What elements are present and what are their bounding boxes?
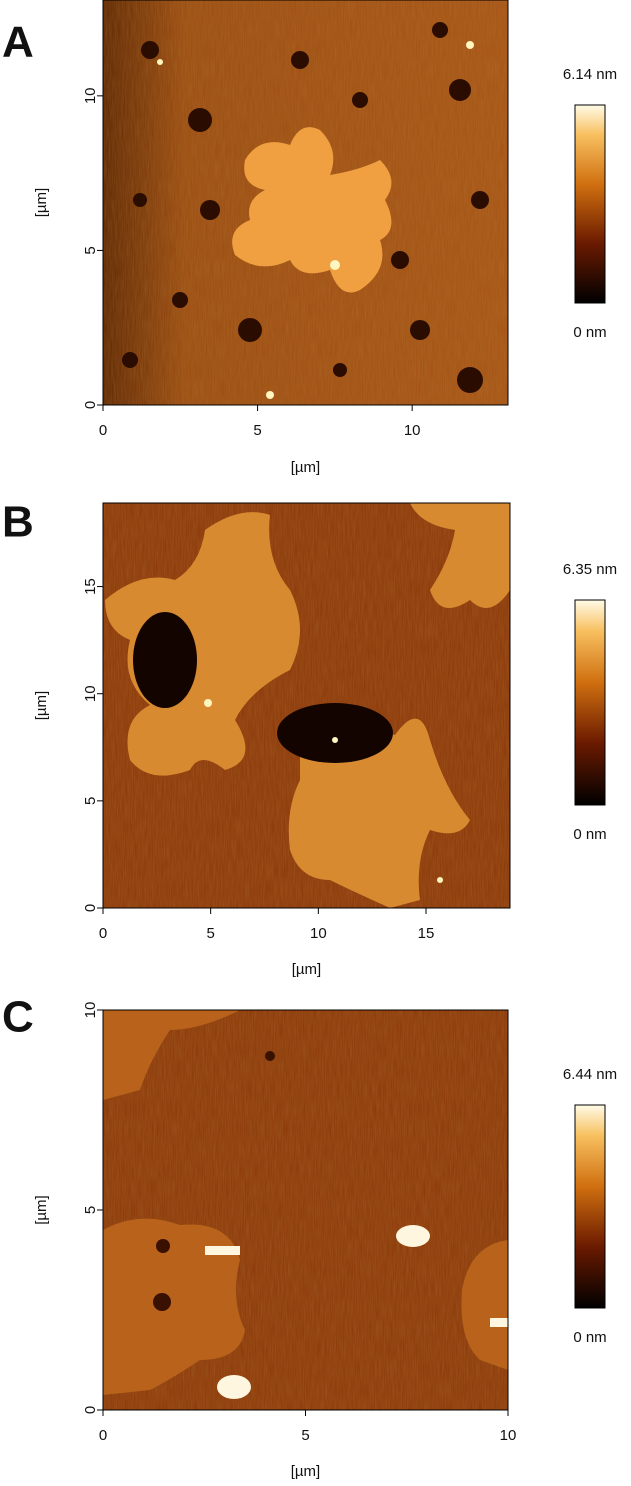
plot-frame bbox=[102, 0, 509, 406]
x-tick-label: 5 bbox=[253, 422, 261, 439]
y-tick-label: 0 bbox=[82, 904, 99, 912]
panel-label: C bbox=[2, 993, 34, 1042]
colorbar-min-label: 0 nm bbox=[573, 324, 606, 341]
colorbar bbox=[574, 104, 606, 304]
x-axis-label: [µm] bbox=[291, 459, 320, 476]
plot-frame bbox=[102, 502, 511, 909]
colorbar-max-label: 6.44 nm bbox=[563, 1066, 617, 1083]
afm-image bbox=[103, 1010, 508, 1410]
y-axis-label: [µm] bbox=[33, 1195, 50, 1224]
x-axis-label: [µm] bbox=[291, 1463, 320, 1480]
afm-image bbox=[103, 503, 510, 908]
y-tick-label: 0 bbox=[82, 401, 99, 409]
y-tick-label: 0 bbox=[82, 1406, 99, 1414]
afm-image bbox=[103, 0, 508, 405]
x-axis-label: [µm] bbox=[292, 961, 321, 978]
colorbar-max-label: 6.14 nm bbox=[563, 66, 617, 83]
y-axis-label: [µm] bbox=[33, 188, 50, 217]
y-tick-label: 5 bbox=[82, 246, 99, 254]
panel-label: B bbox=[2, 498, 34, 547]
y-tick-label: 10 bbox=[82, 1002, 99, 1019]
x-tick-label: 15 bbox=[418, 925, 435, 942]
x-tick-label: 0 bbox=[99, 422, 107, 439]
colorbar-max-label: 6.35 nm bbox=[563, 561, 617, 578]
x-tick-label: 5 bbox=[301, 1427, 309, 1444]
y-axis-label: [µm] bbox=[33, 691, 50, 720]
x-tick-label: 5 bbox=[207, 925, 215, 942]
x-tick-label: 10 bbox=[310, 925, 327, 942]
panel-label: A bbox=[2, 18, 34, 67]
y-tick-label: 10 bbox=[82, 87, 99, 104]
colorbar bbox=[574, 599, 606, 806]
colorbar-min-label: 0 nm bbox=[573, 826, 606, 843]
colorbar bbox=[574, 1104, 606, 1309]
colorbar-min-label: 0 nm bbox=[573, 1329, 606, 1346]
y-tick-label: 10 bbox=[82, 685, 99, 702]
y-tick-label: 5 bbox=[82, 797, 99, 805]
x-tick-label: 10 bbox=[404, 422, 421, 439]
y-tick-label: 5 bbox=[82, 1206, 99, 1214]
x-tick-label: 10 bbox=[500, 1427, 517, 1444]
x-tick-label: 0 bbox=[99, 1427, 107, 1444]
y-tick-label: 15 bbox=[82, 578, 99, 595]
x-tick-label: 0 bbox=[99, 925, 107, 942]
